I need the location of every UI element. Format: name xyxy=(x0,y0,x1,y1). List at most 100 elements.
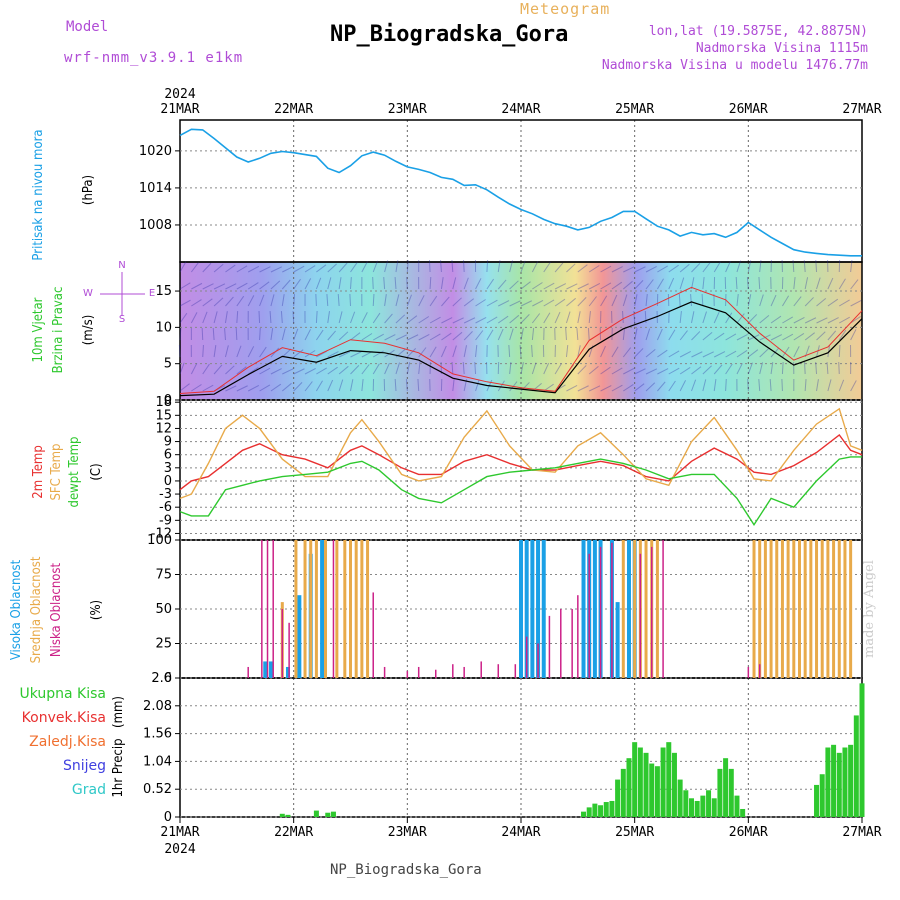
wind-arrow xyxy=(304,329,311,341)
wind-arrow xyxy=(337,293,340,307)
wind-arrow xyxy=(247,265,260,273)
wind-arrow xyxy=(850,260,853,273)
cloud-bar xyxy=(815,540,819,678)
cloud-bar xyxy=(266,540,269,678)
y-tick-label: 2.6 xyxy=(151,671,172,686)
wind-arrow xyxy=(452,277,457,290)
y-tick-label: -9 xyxy=(159,513,172,528)
wind-arrow xyxy=(588,311,591,324)
wind-arrow xyxy=(327,351,339,358)
x-tick-label-bottom: 22MAR xyxy=(274,825,313,840)
temp-unit: (C) xyxy=(89,463,104,480)
wind-arrow xyxy=(702,379,707,392)
wind-arrow xyxy=(304,278,312,290)
wind-arrow xyxy=(725,312,733,324)
wind-arrow xyxy=(827,298,839,307)
wind-arrow xyxy=(212,327,215,341)
wind-arrow xyxy=(645,348,656,358)
cloud-bar xyxy=(797,540,801,678)
cloud-bar xyxy=(514,664,517,678)
wind-arrow xyxy=(281,348,292,358)
wind-arrow xyxy=(486,316,498,324)
wind-arrow xyxy=(201,327,204,341)
temp-line-1 xyxy=(179,407,863,500)
wind-arrow xyxy=(349,293,351,307)
wind-arrow xyxy=(225,283,237,290)
wind-arrow xyxy=(656,328,663,341)
wind-arrow xyxy=(361,379,364,392)
wind-arrow xyxy=(372,363,380,375)
wind-arrow xyxy=(645,382,656,392)
wind-arrow xyxy=(418,316,430,324)
wind-arrow xyxy=(509,314,520,324)
wind-arrow xyxy=(850,380,857,392)
cloud-bar xyxy=(843,540,847,678)
wind-arrow xyxy=(588,265,600,273)
wind-arrow xyxy=(213,263,224,273)
wind-arrow xyxy=(736,313,745,324)
wind-arrow xyxy=(293,278,301,290)
precip-bar xyxy=(700,795,706,817)
y-tick-label: 100 xyxy=(147,533,172,548)
wind-arrow xyxy=(611,266,623,273)
wind-arrow xyxy=(769,378,772,392)
wind-arrow xyxy=(338,379,344,392)
wind-arrow xyxy=(350,379,354,392)
wind-arrow xyxy=(486,278,495,290)
temp-ylabel-1: SFC Temp xyxy=(49,444,64,501)
precip-bar xyxy=(723,758,729,817)
wind-arrow xyxy=(587,327,590,341)
precip-bar xyxy=(325,812,331,817)
wind-arrow xyxy=(224,311,228,324)
wind-arrow xyxy=(191,282,203,290)
wind-arrow xyxy=(372,333,384,341)
cloud-bar xyxy=(592,540,597,678)
wind-arrow xyxy=(577,385,589,392)
wind-arrow xyxy=(634,328,638,341)
cloud-bar xyxy=(320,540,325,678)
wind-arrow xyxy=(793,277,796,290)
temp-line-2 xyxy=(179,456,862,526)
wind-arrow xyxy=(463,331,473,341)
wind-arrow xyxy=(838,278,846,290)
wind-arrow xyxy=(236,265,248,273)
wind-arrow xyxy=(746,276,749,290)
cloud-bar xyxy=(288,622,290,678)
cloud-ylabel-1: Srednja Oblacnost xyxy=(29,556,44,663)
cloud-ylabel-0: Visoka Oblacnost xyxy=(9,559,24,660)
wind-arrow xyxy=(224,345,229,358)
wind-arrow xyxy=(259,281,270,290)
wind-arrow xyxy=(327,379,334,392)
wind-arrow xyxy=(463,317,476,324)
cloud-bar xyxy=(297,595,302,678)
wind-arrow xyxy=(247,282,259,290)
wind-arrow xyxy=(543,299,555,307)
wind-arrow xyxy=(213,297,224,307)
cloud-bar xyxy=(820,540,824,678)
wind-arrow xyxy=(394,378,397,392)
wind-arrow xyxy=(816,317,828,324)
wind-arrow xyxy=(543,261,551,273)
wind-arrow xyxy=(384,294,387,307)
wind-arrow xyxy=(179,383,190,392)
cloud-bar xyxy=(626,540,631,678)
cloud-bar xyxy=(792,540,796,678)
wind-arrow xyxy=(827,345,831,358)
wind-arrow xyxy=(577,283,589,290)
y-tick-label: 0.52 xyxy=(143,782,172,797)
y-tick-label: -6 xyxy=(159,500,172,515)
wind-arrow xyxy=(395,294,400,307)
wind-arrow xyxy=(850,300,862,307)
cloud-bar xyxy=(332,540,335,678)
wind-arrow xyxy=(781,361,784,375)
precip-bar xyxy=(592,803,598,817)
x-tick-label-top: 24MAR xyxy=(501,102,540,117)
cloud-bar xyxy=(268,661,273,678)
cloud-bar xyxy=(786,540,790,678)
wind-arrow xyxy=(759,294,764,307)
cloud-bar xyxy=(366,540,370,678)
wind-arrow xyxy=(395,362,401,375)
cloud-bar xyxy=(639,553,642,678)
wind-arrow xyxy=(702,365,712,375)
